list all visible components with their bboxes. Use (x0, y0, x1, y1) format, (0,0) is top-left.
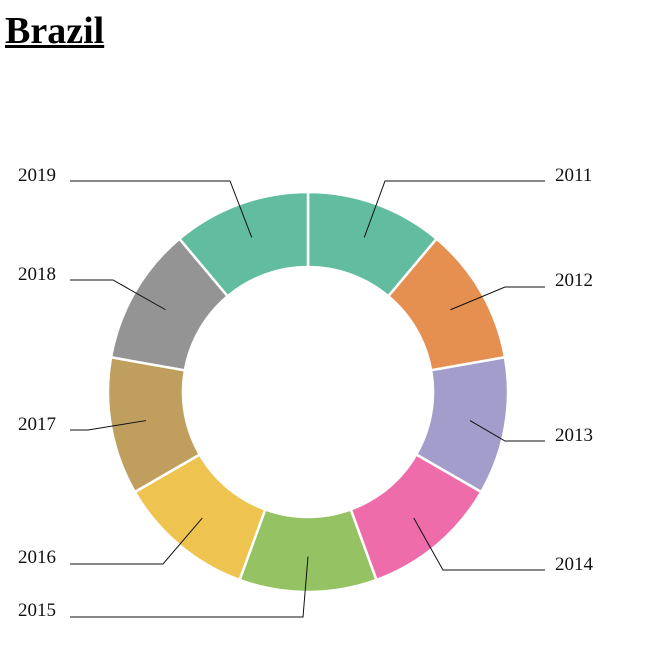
leader-line-2016 (70, 517, 203, 565)
slice-label-2014: 2014 (555, 554, 594, 575)
leader-line-2017 (70, 420, 147, 431)
slice-label-2011: 2011 (555, 165, 592, 186)
leader-line-2012 (450, 286, 545, 311)
slice-label-2018: 2018 (18, 264, 56, 285)
slice-2019 (177, 190, 310, 299)
slice-label-2012: 2012 (555, 270, 593, 291)
slice-label-2016: 2016 (18, 547, 56, 568)
leader-line-2014 (413, 517, 545, 571)
chart-title: Brazil (5, 10, 105, 52)
slice-labels: 2011 2012 2013 2014 2015 2016 2017 2018 2019 (18, 165, 594, 621)
leader-line-2018 (70, 279, 166, 311)
leader-line-2015 (70, 556, 309, 618)
slice-label-2015: 2015 (18, 600, 56, 621)
leader-line-2013 (469, 420, 545, 442)
leader-lines (70, 180, 545, 618)
leader-line-2011 (363, 180, 545, 238)
slice-label-2019: 2019 (18, 165, 56, 186)
slice-label-2013: 2013 (555, 425, 593, 446)
leader-line-2019 (70, 180, 253, 238)
donut-slices (106, 190, 510, 594)
slice-label-2017: 2017 (18, 414, 56, 435)
